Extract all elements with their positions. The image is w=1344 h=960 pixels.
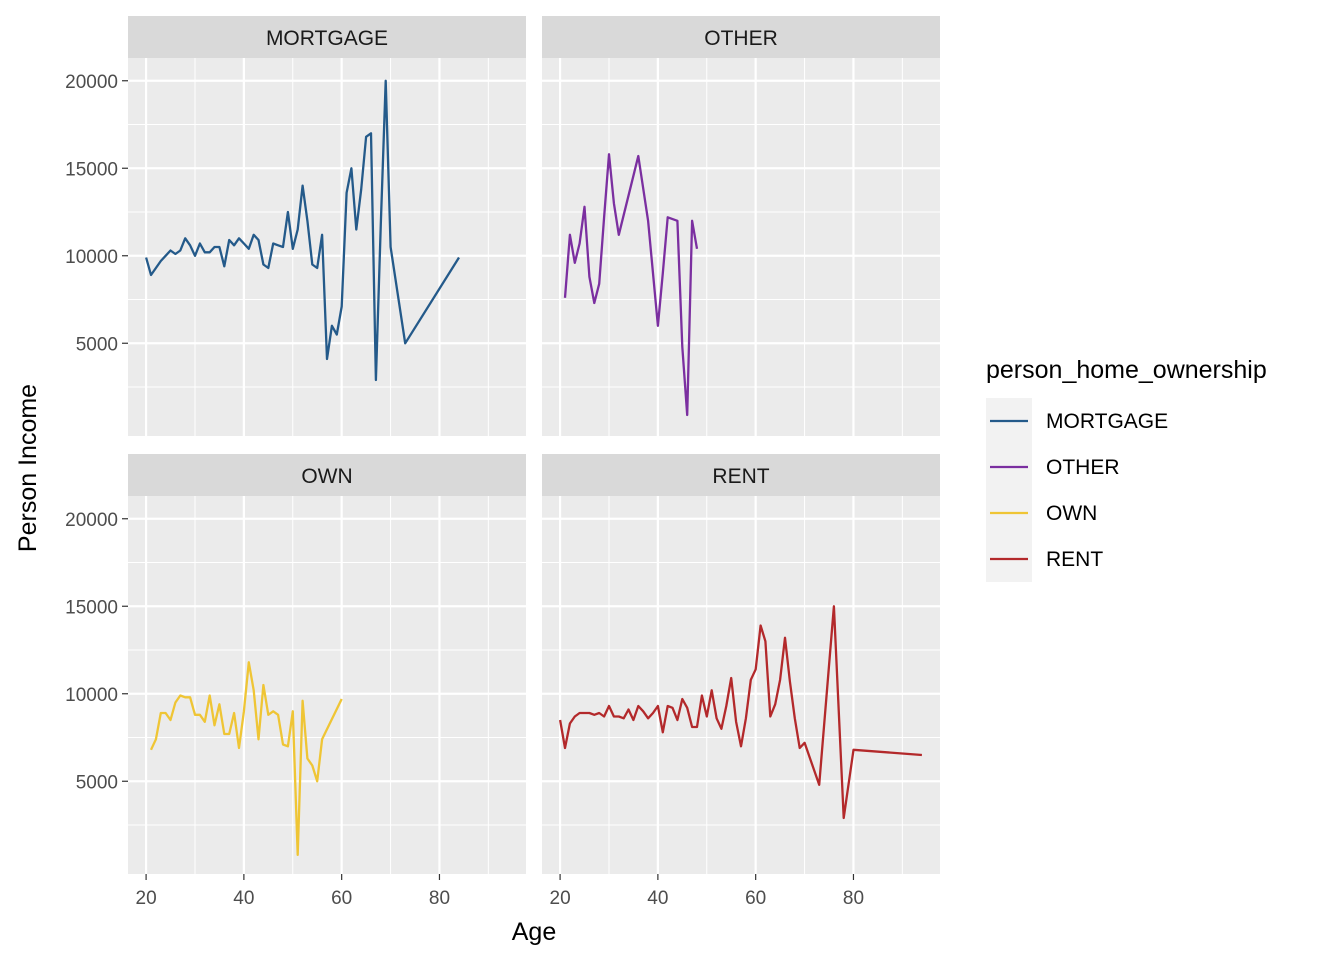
facet-own: OWN 5000 10000 15000 20000 20 40 60 80	[65, 454, 526, 909]
x-tick-label: 20	[550, 888, 571, 909]
legend-label: RENT	[1046, 548, 1103, 571]
panel-background	[128, 496, 526, 874]
series-line-mortgage	[144, 79, 460, 382]
x-tick-label: 80	[843, 888, 864, 909]
x-tick-label: 60	[745, 888, 766, 909]
facet-mortgage: MORTGAGE 5000 10000 15000 20000	[65, 16, 526, 436]
legend-item-own: OWN	[990, 502, 1097, 525]
legend-label: OTHER	[1046, 456, 1120, 479]
x-tick-label: 80	[429, 888, 450, 909]
y-tick-label: 15000	[65, 159, 118, 180]
x-tick-label: 20	[136, 888, 157, 909]
legend-label: OWN	[1046, 502, 1097, 525]
facet-other: OTHER	[542, 16, 940, 436]
y-axis-title: Person Income	[14, 384, 42, 552]
facet-strip-label: RENT	[712, 465, 769, 488]
y-tick-label: 10000	[65, 685, 118, 706]
panel-background	[542, 496, 940, 874]
x-axis-title: Age	[512, 918, 556, 946]
facet-strip-label: MORTGAGE	[266, 27, 388, 50]
facet-strip	[542, 16, 940, 58]
x-tick-label: 40	[233, 888, 254, 909]
panel-background	[128, 58, 526, 436]
legend-item-other: OTHER	[990, 456, 1120, 479]
y-tick-label: 10000	[65, 247, 118, 268]
facet-strip-label: OTHER	[704, 27, 778, 50]
panel-background	[542, 58, 940, 436]
legend-items: MORTGAGE OTHER OWN RENT	[990, 410, 1168, 571]
facet-strip	[128, 454, 526, 496]
x-tick-label: 40	[647, 888, 668, 909]
legend: person_home_ownership MORTGAGE OTHER OWN RE…	[986, 356, 1267, 582]
series-line-rent	[558, 605, 922, 820]
series-line-other	[563, 153, 699, 417]
y-tick-label: 20000	[65, 510, 118, 531]
legend-title: person_home_ownership	[986, 356, 1267, 384]
x-axis-title-group: Age	[512, 918, 556, 946]
y-tick-label: 5000	[76, 772, 118, 793]
facet-rent: RENT 20 40 60 80	[542, 454, 940, 909]
legend-item-mortgage: MORTGAGE	[990, 410, 1168, 433]
y-axis-title-group: Person Income	[14, 384, 42, 552]
y-tick-label: 15000	[65, 597, 118, 618]
legend-key-background	[986, 398, 1032, 582]
x-tick-label: 60	[331, 888, 352, 909]
y-tick-label: 20000	[65, 72, 118, 93]
legend-item-rent: RENT	[990, 548, 1103, 571]
y-tick-label: 5000	[76, 334, 118, 355]
facet-strip	[542, 454, 940, 496]
facet-panels: MORTGAGE 5000 10000 15000 20000 OTHER OWN 5000 1…	[65, 16, 940, 909]
series-line-own	[149, 661, 343, 856]
facet-strip-label: OWN	[301, 465, 352, 488]
facet-strip	[128, 16, 526, 58]
legend-label: MORTGAGE	[1046, 410, 1168, 433]
